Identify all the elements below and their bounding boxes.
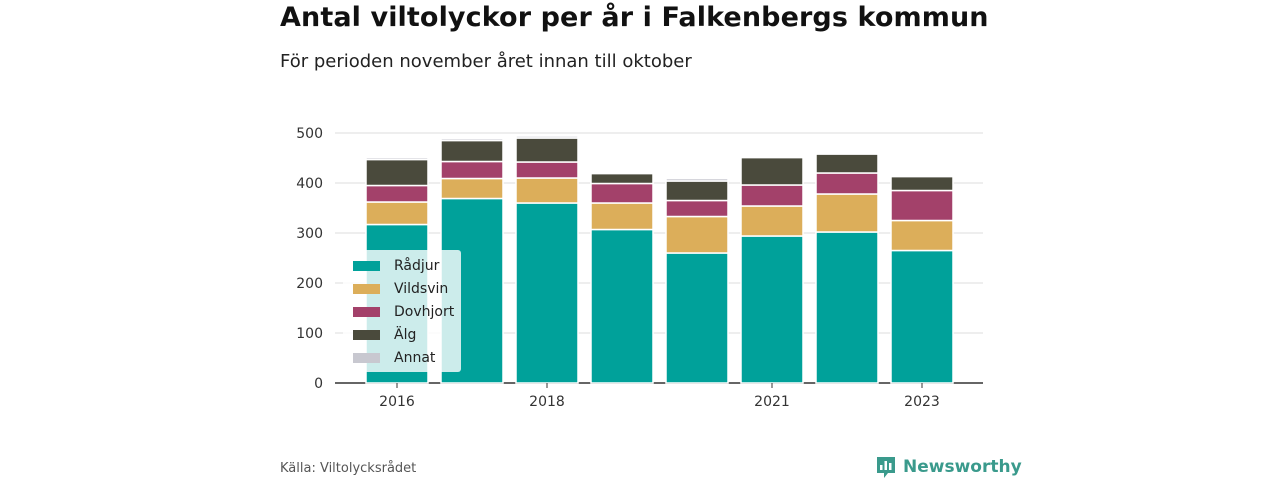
x-tick-label: 2016 <box>379 394 415 410</box>
bar-segment <box>365 184 429 203</box>
legend-swatch <box>353 260 380 271</box>
legend-label: Dovhjort <box>394 303 455 320</box>
x-tick-label: 2018 <box>529 394 565 410</box>
bar-segment <box>890 175 954 192</box>
x-tick-label: 2021 <box>754 394 790 410</box>
bar-segment <box>590 172 654 185</box>
bar-segment <box>365 158 429 187</box>
bar-segment <box>365 156 429 161</box>
legend-swatch <box>353 306 380 317</box>
bar-segment <box>515 177 579 204</box>
bar-segment <box>590 202 654 231</box>
y-tick-labels: 0 100 200 300 400 500 <box>296 126 323 392</box>
brand-logo: Newsworthy <box>875 455 1022 479</box>
bar-segment <box>365 201 429 226</box>
bar-segment <box>815 193 879 233</box>
source-note: Källa: Viltolycksrådet <box>280 461 417 476</box>
bar-segment <box>740 156 804 159</box>
legend-swatch <box>353 329 380 340</box>
legend-swatch <box>353 352 380 363</box>
y-tick-label: 100 <box>296 326 323 342</box>
bar-segment <box>665 252 729 384</box>
bar-segment <box>740 235 804 384</box>
bar-segment <box>515 135 579 139</box>
bar-segment <box>440 177 504 200</box>
bar-segment <box>890 249 954 384</box>
bar-segment <box>815 153 879 174</box>
bar-segment <box>590 172 654 175</box>
bar-segment <box>815 152 879 155</box>
y-tick-label: 0 <box>314 376 323 392</box>
bar-segment <box>890 219 954 252</box>
legend: Rådjur Vildsvin Dovhjort Älg Annat <box>343 250 461 372</box>
brand-name: Newsworthy <box>903 457 1022 477</box>
y-tick-label: 500 <box>296 126 323 142</box>
bar-segment <box>590 228 654 384</box>
y-tick-label: 200 <box>296 276 323 292</box>
x-tick-label: 2023 <box>904 394 940 410</box>
chart-title: Antal viltolyckor per år i Falkenbergs k… <box>280 2 989 33</box>
y-tick-label: 400 <box>296 176 323 192</box>
legend-label: Älg <box>394 326 417 343</box>
bar-segment <box>440 139 504 163</box>
bar-segment <box>740 205 804 237</box>
legend-label: Annat <box>394 349 436 366</box>
bar-segment <box>815 231 879 384</box>
bar-segment <box>515 137 579 163</box>
bar-segment <box>890 174 954 178</box>
legend-item: Vildsvin <box>343 277 461 300</box>
bar-segment <box>740 156 804 186</box>
bar-segment <box>440 160 504 180</box>
legend-item: Rådjur <box>343 254 461 277</box>
legend-label: Rådjur <box>394 257 440 274</box>
bar-segment <box>665 215 729 254</box>
bar-segment <box>740 184 804 207</box>
bar-segment <box>665 199 729 218</box>
chart-subtitle: För perioden november året innan till ok… <box>280 51 692 72</box>
bar-segment <box>515 161 579 179</box>
bar-segment <box>665 177 729 182</box>
bar-segment <box>890 189 954 222</box>
legend-item: Dovhjort <box>343 300 461 323</box>
y-tick-label: 300 <box>296 226 323 242</box>
bar-segment <box>440 137 504 142</box>
x-tick-labels: 2016 2018 2021 2023 <box>379 383 940 410</box>
newsworthy-logo-icon <box>877 457 895 478</box>
legend-item: Annat <box>343 346 461 369</box>
legend-label: Vildsvin <box>394 280 449 297</box>
bar-segment <box>815 172 879 195</box>
bar-segment <box>515 202 579 384</box>
legend-item: Älg <box>343 323 461 346</box>
legend-swatch <box>353 283 380 294</box>
bar-segment <box>665 180 729 202</box>
bar-segment <box>590 182 654 204</box>
